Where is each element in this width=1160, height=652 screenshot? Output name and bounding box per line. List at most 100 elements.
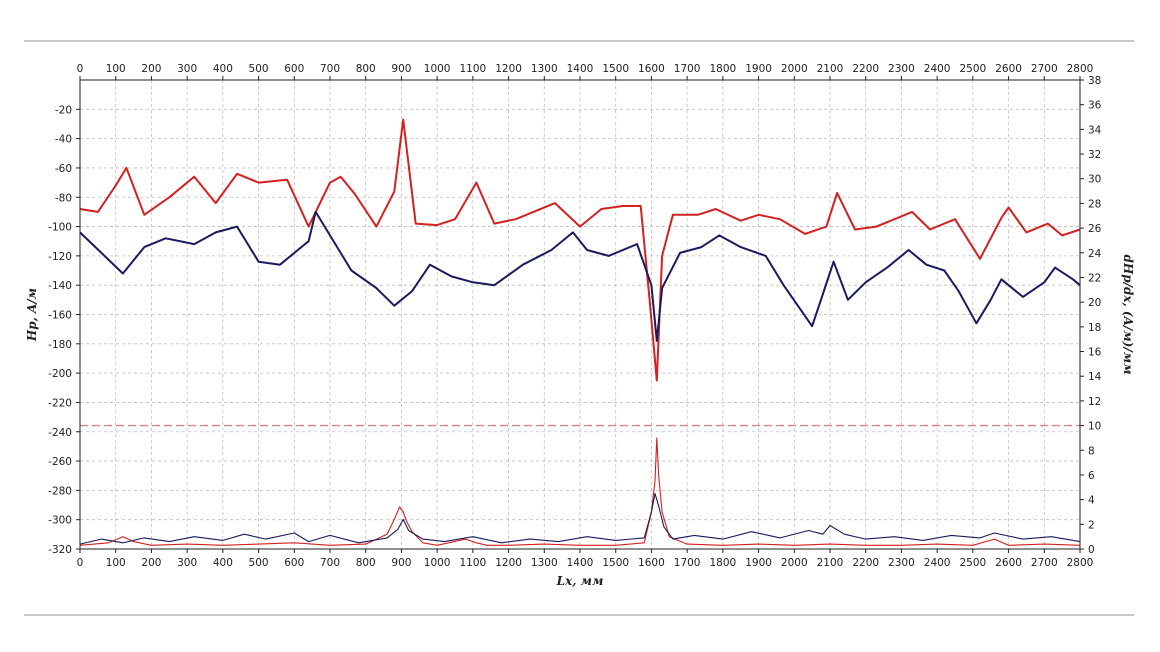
x-tick-label-top: 900 — [391, 63, 411, 75]
x-tick-label-top: 500 — [249, 63, 269, 75]
x-tick-label-bottom: 700 — [320, 557, 340, 569]
y-right-tick-label: 20 — [1088, 297, 1101, 309]
y-right-tick-label: 10 — [1088, 421, 1101, 433]
series-line-1 — [79, 118, 1081, 382]
x-tick-label-top: 2000 — [781, 63, 808, 75]
x-tick-label-bottom: 400 — [213, 557, 233, 569]
x-tick-label-top: 2100 — [817, 63, 844, 75]
y-right-tick-label: 12 — [1088, 396, 1101, 408]
x-tick-label-top: 1900 — [745, 63, 772, 75]
y-right-tick-label: 8 — [1088, 445, 1095, 457]
x-tick-label-top: 300 — [177, 63, 197, 75]
x-tick-label-top: 1300 — [531, 63, 558, 75]
x-tick-label-bottom: 2000 — [781, 557, 808, 569]
x-tick-label-top: 1100 — [459, 63, 486, 75]
y-right-tick-label: 2 — [1088, 519, 1095, 531]
x-tick-label-bottom: 1000 — [424, 557, 451, 569]
x-tick-label-top: 800 — [356, 63, 376, 75]
y-right-tick-label: 26 — [1088, 223, 1102, 235]
y-left-tick-label: -20 — [55, 104, 72, 116]
x-tick-label-top: 700 — [320, 63, 340, 75]
series-group — [79, 118, 1081, 546]
x-tick-label-bottom: 200 — [141, 557, 161, 569]
x-tick-label-top: 2800 — [1067, 63, 1094, 75]
y-right-tick-label: 24 — [1088, 248, 1102, 260]
x-tick-label-bottom: 2100 — [817, 557, 844, 569]
x-tick-label-top: 2300 — [888, 63, 915, 75]
x-tick-label-bottom: 1100 — [459, 557, 486, 569]
x-tick-label-bottom: 1900 — [745, 557, 772, 569]
y-right-tick-label: 34 — [1088, 124, 1102, 136]
y-right-tick-label: 32 — [1088, 149, 1101, 161]
y-right-tick-label: 4 — [1088, 495, 1095, 507]
y-left-tick-label: -180 — [48, 339, 72, 351]
y-right-tick-label: 22 — [1088, 272, 1101, 284]
x-tick-label-bottom: 800 — [356, 557, 376, 569]
x-tick-label-bottom: 300 — [177, 557, 197, 569]
x-tick-label-bottom: 2800 — [1067, 557, 1094, 569]
x-tick-label-top: 1500 — [602, 63, 629, 75]
y-right-tick-label: 36 — [1088, 100, 1102, 112]
y-left-tick-label: -200 — [48, 368, 72, 380]
x-tick-label-bottom: 1600 — [638, 557, 665, 569]
y-left-tick-label: -220 — [48, 397, 72, 409]
x-tick-label-bottom: 2500 — [959, 557, 986, 569]
series-line-2 — [79, 210, 1081, 342]
x-tick-label-top: 1200 — [495, 63, 522, 75]
x-ticks-bottom: 0 100 200 300 400 500 600 700 800 900 1000 1100 1200… — [77, 549, 1094, 569]
y-left-tick-label: -80 — [55, 192, 72, 204]
y-right-tick-label: 38 — [1088, 75, 1101, 87]
x-tick-label-top: 1400 — [567, 63, 594, 75]
x-tick-label-bottom: 1400 — [567, 557, 594, 569]
x-tick-label-bottom: 0 — [77, 557, 84, 569]
y-left-tick-label: -260 — [48, 456, 72, 468]
y-left-tick-label: -100 — [48, 222, 72, 234]
x-tick-label-top: 1700 — [674, 63, 701, 75]
x-tick-label-top: 2500 — [959, 63, 986, 75]
x-tick-label-bottom: 1800 — [709, 557, 736, 569]
top-rule — [24, 40, 1134, 42]
y-left-tick-label: -140 — [48, 280, 72, 292]
x-tick-label-bottom: 1300 — [531, 557, 558, 569]
x-tick-label-bottom: 1700 — [674, 557, 701, 569]
x-tick-label-bottom: 2400 — [924, 557, 951, 569]
x-tick-label-bottom: 2600 — [995, 557, 1022, 569]
y-left-tick-label: -40 — [55, 134, 72, 146]
y-right-tick-label: 18 — [1088, 322, 1101, 334]
x-tick-label-top: 2600 — [995, 63, 1022, 75]
x-tick-label-bottom: 2200 — [852, 557, 879, 569]
x-tick-label-top: 1800 — [709, 63, 736, 75]
y-left-tick-label: -280 — [48, 485, 72, 497]
x-axis-title: Lx, мм — [556, 574, 604, 588]
grid — [80, 80, 1080, 549]
x-tick-label-top: 2400 — [924, 63, 951, 75]
x-ticks-top: 0 100 200 300 400 500 600 700 800 900 1000 1100 1200… — [77, 63, 1094, 80]
y-right-tick-label: 30 — [1088, 174, 1101, 186]
x-tick-label-bottom: 100 — [106, 557, 126, 569]
x-tick-label-bottom: 2300 — [888, 557, 915, 569]
x-tick-label-top: 1000 — [424, 63, 451, 75]
y-right-tick-label: 14 — [1088, 371, 1102, 383]
y-left-ticks: -20 -40 -60 -80 -100 -120 -140 -160 -180 -200 -220… — [48, 104, 80, 556]
x-tick-label-top: 100 — [106, 63, 126, 75]
y-right-tick-label: 16 — [1088, 347, 1102, 359]
series-line-4 — [79, 492, 1081, 545]
y-left-tick-label: -240 — [48, 427, 72, 439]
bottom-rule — [24, 614, 1134, 616]
x-tick-label-top: 1600 — [638, 63, 665, 75]
y-left-tick-label: -120 — [48, 251, 72, 263]
x-tick-label-top: 200 — [141, 63, 161, 75]
y-right-tick-label: 28 — [1088, 198, 1101, 210]
x-tick-label-top: 400 — [213, 63, 233, 75]
x-tick-label-top: 2700 — [1031, 63, 1058, 75]
series-line-3 — [79, 437, 1081, 546]
x-tick-label-bottom: 600 — [284, 557, 304, 569]
x-tick-label-top: 600 — [284, 63, 304, 75]
x-tick-label-bottom: 1500 — [602, 557, 629, 569]
x-tick-label-top: 2200 — [852, 63, 879, 75]
y-left-tick-label: -300 — [48, 515, 72, 527]
x-tick-label-bottom: 900 — [391, 557, 411, 569]
y-left-tick-label: -60 — [55, 163, 72, 175]
